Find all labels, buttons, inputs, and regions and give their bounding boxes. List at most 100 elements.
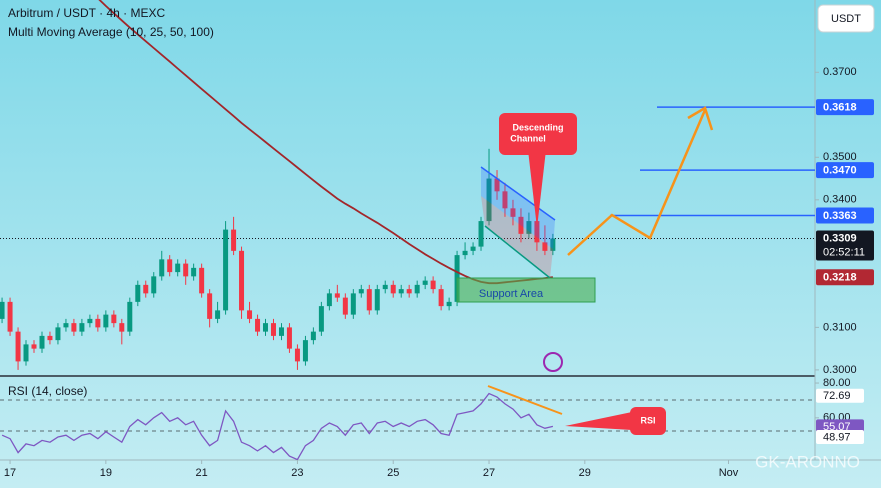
rsi-callout-text: RSI xyxy=(640,415,655,425)
candle-body xyxy=(518,216,524,234)
price-tag-label: 0.3618 xyxy=(823,102,857,114)
watermark: GK-ARONNO xyxy=(755,452,860,471)
rsi-trendline xyxy=(487,385,563,415)
candle-body xyxy=(7,301,13,332)
x-tick-label: 21 xyxy=(196,467,208,479)
candle-body xyxy=(286,327,292,349)
y-tick-label: 0.3000 xyxy=(823,364,857,376)
candle-body xyxy=(462,250,468,256)
candle-body xyxy=(39,335,45,349)
candle-body xyxy=(542,242,548,251)
candle-body xyxy=(63,323,69,328)
channel-lower-fill xyxy=(481,196,553,278)
callout-pointer xyxy=(528,150,546,228)
channel-top xyxy=(480,166,556,221)
price-tag xyxy=(816,269,874,286)
candle-body xyxy=(446,301,452,307)
candle-body xyxy=(255,318,261,332)
candle-body xyxy=(318,306,324,332)
countdown-label: 02:52:11 xyxy=(823,246,865,258)
candle-body xyxy=(366,289,372,311)
candle-body xyxy=(79,323,85,332)
candle-body xyxy=(191,267,197,277)
rsi-tick-label: 80.00 xyxy=(823,377,851,389)
candle-body xyxy=(502,191,508,209)
price-tag xyxy=(816,207,874,224)
candle-body xyxy=(310,331,316,341)
candle-body xyxy=(278,327,284,336)
rsi-line xyxy=(1,392,554,460)
currency-button[interactable] xyxy=(817,4,875,33)
candle-body xyxy=(438,289,444,307)
candle-body xyxy=(95,318,101,328)
x-tick-label: 19 xyxy=(100,467,112,479)
x-tick-label: 17 xyxy=(4,467,16,479)
candle-body xyxy=(494,178,500,192)
rsi-tag xyxy=(816,388,864,403)
candle-body xyxy=(270,323,276,336)
y-tick-label: 0.3400 xyxy=(823,194,857,206)
channel-upper-fill xyxy=(481,167,555,249)
candle-body xyxy=(398,289,404,294)
candle-body xyxy=(486,178,492,222)
candle-body xyxy=(510,208,516,217)
price-tag-label: 0.3470 xyxy=(823,164,857,176)
candle-body xyxy=(526,221,532,234)
projection-arrow xyxy=(567,106,714,256)
candle-body xyxy=(406,289,412,294)
callout-text: Descending xyxy=(512,122,563,132)
candle-body xyxy=(167,259,173,273)
candle-body xyxy=(358,289,364,294)
support-label: Support Area xyxy=(479,288,544,300)
candle-body xyxy=(326,293,332,307)
candle-body xyxy=(15,331,21,362)
x-tick-label: 27 xyxy=(483,467,495,479)
candle-body xyxy=(199,267,205,294)
candle-body xyxy=(103,314,109,328)
rsi-title: RSI (14, close) xyxy=(8,384,87,398)
candle-body xyxy=(207,293,213,319)
current-price-label: 0.3309 xyxy=(823,232,857,244)
candle-body xyxy=(382,284,388,290)
candle-body xyxy=(239,250,245,311)
x-tick-label: 29 xyxy=(579,467,591,479)
candle-body xyxy=(534,221,540,243)
candle-body xyxy=(215,310,221,319)
rsi-callout-box xyxy=(630,407,666,435)
x-tick-label: Nov xyxy=(719,467,739,479)
rsi-tag-label: 72.69 xyxy=(823,390,851,402)
candle-body xyxy=(55,327,61,341)
price-tag-label: 0.3218 xyxy=(823,272,857,284)
rsi-tag xyxy=(816,430,864,445)
y-tick-label: 0.3500 xyxy=(823,151,857,163)
candle-body xyxy=(119,323,125,332)
callout-text: Channel xyxy=(510,133,546,143)
rsi-tag-label: 55.07 xyxy=(823,421,851,433)
candle-body xyxy=(31,344,37,349)
rsi-callout-pointer xyxy=(565,412,632,430)
price-tag-label: 0.3363 xyxy=(823,210,857,222)
candle-body xyxy=(87,318,93,324)
price-tag xyxy=(816,99,874,116)
candle-body xyxy=(127,301,133,332)
candle-body xyxy=(0,301,5,319)
candle-body xyxy=(262,323,268,332)
candle-body xyxy=(135,284,141,302)
candle-body xyxy=(159,259,165,277)
candle-body xyxy=(374,289,380,311)
y-tick-label: 0.3700 xyxy=(823,66,857,78)
support-area xyxy=(456,277,596,303)
candle-body xyxy=(151,276,157,294)
candle-body xyxy=(231,229,237,251)
candle-body xyxy=(111,314,117,324)
moving-average xyxy=(98,0,554,285)
callout-box xyxy=(499,113,577,155)
candle-body xyxy=(350,293,356,315)
candle-body xyxy=(422,280,428,285)
rsi-tag xyxy=(816,419,864,434)
candle-body xyxy=(223,229,229,311)
candle-body xyxy=(390,284,396,294)
candle-body xyxy=(143,284,149,294)
candle-body xyxy=(183,263,189,277)
candle-body xyxy=(175,263,181,273)
